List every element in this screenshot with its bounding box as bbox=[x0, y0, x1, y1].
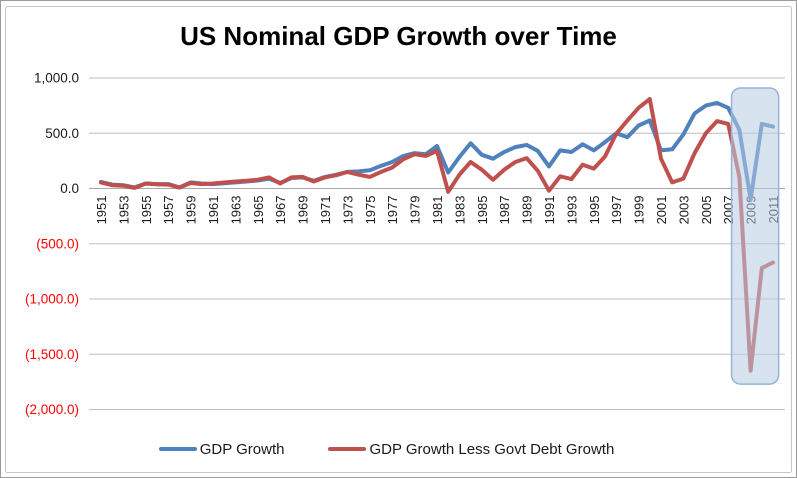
legend-label-gdp-growth: GDP Growth bbox=[199, 440, 285, 458]
svg-text:(1,000.0): (1,000.0) bbox=[25, 292, 79, 307]
svg-text:1953: 1953 bbox=[116, 196, 131, 225]
legend-item-gdp-less-debt: GDP Growth Less Govt Debt Growth bbox=[328, 441, 614, 458]
svg-text:1951: 1951 bbox=[94, 196, 109, 225]
svg-text:0.0: 0.0 bbox=[60, 181, 79, 196]
svg-text:(500.0): (500.0) bbox=[36, 236, 79, 251]
svg-text:1999: 1999 bbox=[632, 196, 647, 225]
svg-text:1977: 1977 bbox=[385, 196, 400, 225]
gdp-less-debt-growth-line bbox=[99, 97, 775, 373]
svg-text:1983: 1983 bbox=[452, 196, 467, 225]
svg-text:(1,500.0): (1,500.0) bbox=[25, 347, 79, 362]
legend-label-gdp-less-debt: GDP Growth Less Govt Debt Growth bbox=[369, 440, 615, 458]
svg-text:1965: 1965 bbox=[251, 196, 266, 225]
svg-text:1981: 1981 bbox=[430, 196, 445, 225]
svg-text:1967: 1967 bbox=[273, 196, 288, 225]
chart-title: US Nominal GDP Growth over Time bbox=[180, 21, 617, 51]
gdp-less-debt-line-swatch bbox=[328, 447, 367, 451]
svg-text:1963: 1963 bbox=[228, 196, 243, 225]
svg-text:1985: 1985 bbox=[475, 196, 490, 225]
svg-text:1973: 1973 bbox=[340, 196, 355, 225]
svg-text:1969: 1969 bbox=[296, 196, 311, 225]
svg-text:1995: 1995 bbox=[587, 196, 602, 225]
gridlines bbox=[89, 77, 785, 410]
svg-text:500.0: 500.0 bbox=[45, 126, 79, 141]
highlight-region-2009-2011 bbox=[730, 87, 780, 385]
svg-text:1997: 1997 bbox=[609, 196, 624, 225]
svg-text:1991: 1991 bbox=[542, 196, 557, 225]
svg-text:1957: 1957 bbox=[161, 196, 176, 225]
svg-text:1975: 1975 bbox=[363, 196, 378, 225]
svg-text:1979: 1979 bbox=[408, 196, 423, 225]
svg-text:1993: 1993 bbox=[564, 196, 579, 225]
legend-item-gdp-growth: GDP Growth bbox=[158, 440, 285, 458]
x-axis-labels: 1951 1953 1955 1957 1959 1961 1963 1965 1967 1969… bbox=[94, 196, 781, 225]
svg-text:2001: 2001 bbox=[654, 196, 669, 225]
svg-text:(2,000.0): (2,000.0) bbox=[25, 402, 79, 417]
svg-text:2003: 2003 bbox=[676, 196, 691, 225]
svg-text:1971: 1971 bbox=[318, 196, 333, 225]
chart-legend: GDP Growth GDP Growth Less Govt Debt Gro… bbox=[1, 437, 784, 461]
svg-text:2005: 2005 bbox=[699, 196, 714, 225]
svg-text:1,000.0: 1,000.0 bbox=[34, 71, 79, 86]
svg-text:1989: 1989 bbox=[520, 196, 535, 225]
gdp-growth-line-swatch bbox=[158, 447, 197, 451]
y-axis-labels: 1,000.0 500.0 0.0 (500.0) (1,000.0) (1,500.0)… bbox=[25, 71, 79, 418]
svg-text:1955: 1955 bbox=[139, 196, 154, 225]
svg-text:1959: 1959 bbox=[184, 196, 199, 225]
chart-area-border bbox=[5, 6, 792, 473]
svg-text:1987: 1987 bbox=[497, 196, 512, 225]
svg-text:1961: 1961 bbox=[206, 196, 221, 225]
